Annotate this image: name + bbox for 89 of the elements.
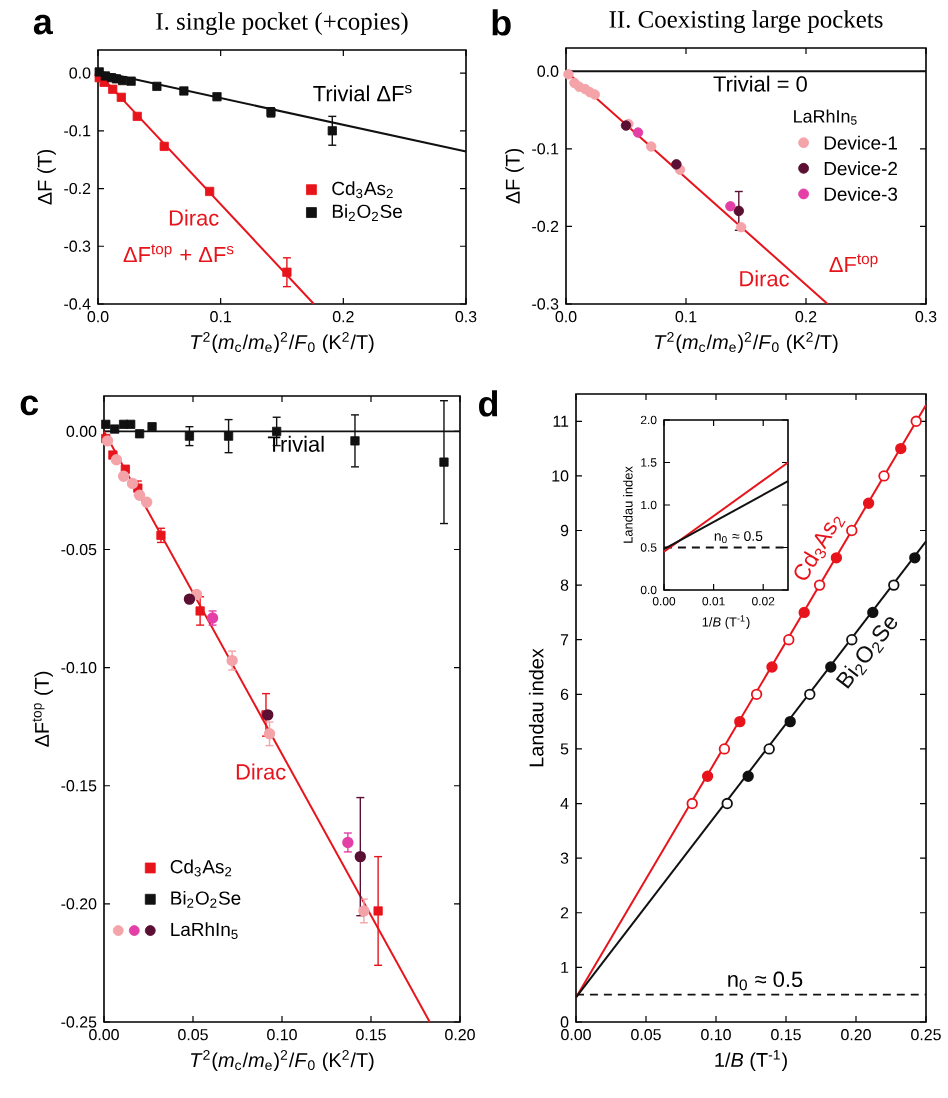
- text: c: [20, 395, 39, 416]
- point: [108, 84, 118, 94]
- point: [589, 89, 600, 100]
- point: [116, 92, 126, 102]
- point: [184, 431, 195, 441]
- point: [373, 906, 383, 916]
- chart-title: II. Coexisting large pockets: [609, 10, 883, 33]
- point: [135, 429, 145, 439]
- y-axis-title: ΔF (T): [37, 149, 56, 205]
- point: [846, 634, 858, 646]
- point: [179, 86, 189, 96]
- point: [342, 836, 354, 849]
- text: d: [479, 390, 498, 417]
- point: [830, 552, 843, 564]
- point: [671, 159, 682, 170]
- point: [110, 424, 120, 434]
- point: [110, 454, 123, 466]
- annotation: ΔF$^{top}$ + ΔF$^{s}$: [123, 244, 234, 263]
- point: [766, 661, 778, 673]
- point: [327, 126, 337, 136]
- legend-title: LaRhIn$_{5}$: [794, 109, 857, 125]
- point: [439, 457, 449, 467]
- text: Bi$_{2}$O$_{2}$Se: [835, 617, 898, 689]
- point: [117, 470, 130, 482]
- point: [733, 205, 744, 217]
- point: [147, 422, 157, 432]
- text: a: [33, 14, 54, 35]
- point: [895, 442, 907, 455]
- point: [141, 496, 153, 508]
- point: [226, 654, 238, 667]
- text: T$^{2}$(m$_{c}$/m$_{e}$)$^{2}$/F$_{0}$ (K$^{2}$/T): [655, 332, 838, 354]
- x-axis-title: 1/B (T$^{-1}$): [715, 1050, 787, 1071]
- legend-label: Bi$_{2}$O$_{2}$Se: [171, 890, 241, 908]
- y-axis-title: Landau index: [528, 648, 544, 767]
- point: [282, 267, 292, 277]
- legend-label: Bi$_{2}$O$_{2}$Se: [332, 204, 402, 221]
- point: [212, 92, 222, 102]
- legend-label: LaRhIn$_{5}$: [171, 922, 238, 939]
- point: [804, 688, 816, 701]
- point: [862, 497, 875, 509]
- point: [224, 431, 234, 441]
- point: [354, 850, 366, 863]
- point: [152, 81, 162, 91]
- point: [126, 477, 139, 490]
- annotation: Trivial ΔF$^{s}$: [313, 85, 412, 102]
- point: [132, 111, 142, 121]
- ref-line-label: Trivial = 0: [713, 75, 807, 92]
- point: [272, 426, 282, 436]
- legend-label: Device-2: [824, 161, 897, 176]
- text: T$^{2}$(m$_{c}$/m$_{e}$)$^{2}$/F$_{0}$ (K$^{2}$/T): [191, 1050, 374, 1072]
- point: [888, 579, 900, 591]
- annotation: ΔF$^{top}$: [829, 254, 878, 272]
- legend-label: Cd$_{3}$As$_{2}$: [332, 181, 393, 199]
- point: [350, 436, 360, 446]
- text: T$^{2}$(m$_{c}$/m$_{e}$)$^{2}$/F$_{0}$ (K$^{2}$/T): [191, 332, 374, 354]
- point: [632, 127, 644, 138]
- ref-line-label: Trivial: [267, 435, 324, 452]
- point: [646, 141, 657, 152]
- y-axis-title: ΔF$^{top}$ (T): [32, 671, 53, 747]
- point: [195, 606, 205, 616]
- point: [798, 606, 810, 619]
- annotation: Dirac: [740, 270, 789, 287]
- ref-line-label: n$_{0}$ ≈ 0.5: [728, 971, 803, 991]
- point: [126, 419, 136, 429]
- point: [742, 770, 754, 782]
- legend-label: Cd$_{3}$As$_{2}$: [170, 859, 232, 877]
- point: [909, 552, 921, 564]
- point: [205, 186, 215, 196]
- point: [763, 743, 775, 755]
- text: b: [492, 9, 511, 36]
- legend-label: Device-3: [824, 186, 898, 201]
- point: [101, 419, 111, 429]
- text: Cd$_{3}$As$_{2}$: [794, 516, 846, 580]
- annotation: Dirac: [236, 763, 286, 780]
- point: [734, 715, 746, 728]
- chart-title: I. single pocket (+copies): [156, 12, 408, 35]
- point: [867, 606, 879, 619]
- point: [721, 797, 733, 810]
- point: [126, 76, 136, 86]
- legend-label: Device-1: [824, 135, 897, 150]
- point: [725, 201, 736, 212]
- point: [701, 770, 714, 782]
- point: [159, 141, 169, 151]
- y-axis-title: ΔF (T): [505, 149, 524, 204]
- point: [563, 69, 574, 80]
- point: [784, 715, 796, 728]
- annotation: Dirac: [169, 209, 219, 226]
- point: [825, 661, 837, 673]
- point: [183, 593, 196, 605]
